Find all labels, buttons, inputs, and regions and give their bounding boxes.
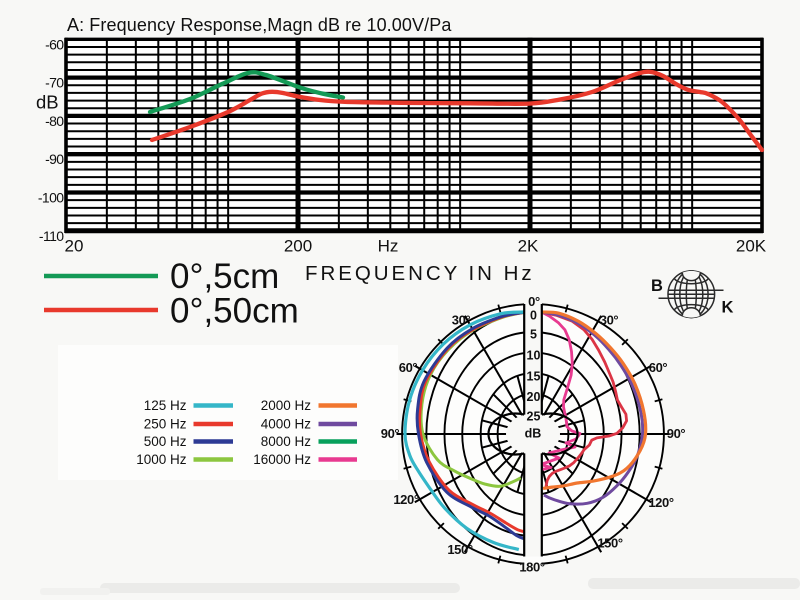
svg-text:2K: 2K xyxy=(518,237,539,256)
svg-text:FREQUENCY IN Hz: FREQUENCY IN Hz xyxy=(305,262,535,285)
svg-text:125 Hz: 125 Hz xyxy=(144,398,187,413)
svg-text:-80: -80 xyxy=(45,113,64,129)
svg-text:10: 10 xyxy=(527,349,541,363)
svg-text:20: 20 xyxy=(527,390,541,404)
svg-text:120°: 120° xyxy=(393,492,418,507)
svg-text:60°: 60° xyxy=(649,360,668,375)
svg-text:1000 Hz: 1000 Hz xyxy=(136,452,187,467)
svg-text:0°: 0° xyxy=(528,294,540,309)
svg-text:-100: -100 xyxy=(38,190,64,206)
svg-text:0°,50cm: 0°,50cm xyxy=(170,292,299,331)
svg-text:0: 0 xyxy=(530,308,537,322)
svg-text:16000 Hz: 16000 Hz xyxy=(253,452,311,467)
svg-text:-90: -90 xyxy=(45,151,64,167)
svg-text:150°: 150° xyxy=(597,536,622,551)
svg-text:180°: 180° xyxy=(519,560,544,575)
svg-text:B: B xyxy=(651,277,663,295)
svg-text:-60: -60 xyxy=(45,36,64,52)
svg-text:120°: 120° xyxy=(648,495,673,510)
svg-text:4000 Hz: 4000 Hz xyxy=(261,417,312,432)
svg-text:200: 200 xyxy=(284,237,312,256)
svg-text:150°: 150° xyxy=(447,542,472,557)
svg-text:0°,5cm: 0°,5cm xyxy=(170,257,279,296)
svg-text:20: 20 xyxy=(65,237,84,256)
svg-text:30°: 30° xyxy=(600,313,619,328)
svg-text:25: 25 xyxy=(527,409,541,423)
svg-text:20K: 20K xyxy=(736,237,767,256)
svg-text:Hz: Hz xyxy=(378,237,399,256)
svg-text:60°: 60° xyxy=(399,360,418,375)
svg-text:250 Hz: 250 Hz xyxy=(144,417,187,432)
svg-text:15: 15 xyxy=(527,370,541,384)
svg-text:30°: 30° xyxy=(452,313,471,328)
svg-text:A: Frequency Response,Magn dB: A: Frequency Response,Magn dB re 10.00V/… xyxy=(67,15,452,35)
svg-text:K: K xyxy=(722,299,734,317)
svg-text:8000 Hz: 8000 Hz xyxy=(261,434,312,449)
svg-text:5: 5 xyxy=(530,328,537,342)
svg-text:90°: 90° xyxy=(381,426,400,441)
svg-text:-110: -110 xyxy=(39,228,64,244)
svg-text:dB: dB xyxy=(525,427,542,441)
svg-text:500 Hz: 500 Hz xyxy=(144,434,187,449)
svg-text:90°: 90° xyxy=(667,426,686,441)
svg-text:dB: dB xyxy=(36,92,59,113)
svg-text:2000 Hz: 2000 Hz xyxy=(261,398,312,413)
svg-text:-70: -70 xyxy=(45,75,64,91)
